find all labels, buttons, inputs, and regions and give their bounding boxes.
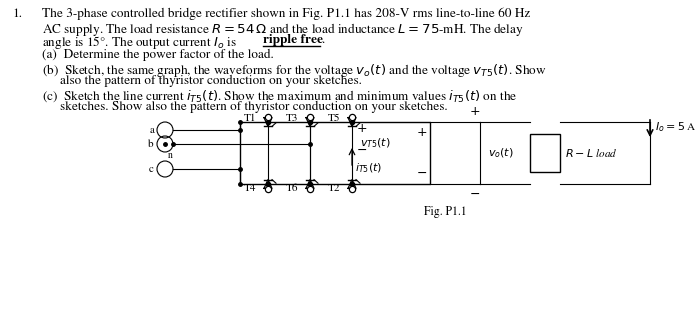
Text: +: + [416,126,427,139]
Text: T3: T3 [286,113,298,123]
Text: +: + [470,105,480,118]
Text: (b)  Sketch, the same graph, the waveforms for the voltage $v_o(t)$ and the volt: (b) Sketch, the same graph, the waveform… [42,62,547,79]
Text: −: − [470,188,480,201]
Text: $I_o = 5$ A: $I_o = 5$ A [655,120,696,134]
Text: c: c [149,164,154,174]
Text: $R-L$ load: $R-L$ load [565,147,617,159]
Text: T4: T4 [244,183,256,193]
Text: 1.: 1. [12,8,22,20]
Text: AC supply. The load resistance $R = 54\,\Omega$ and the load inductance $L = 75$: AC supply. The load resistance $R = 54\,… [42,21,524,38]
Text: .: . [321,34,324,46]
Text: ripple free: ripple free [263,34,323,46]
Text: −: − [357,144,368,157]
Text: $i_{T5}(t)$: $i_{T5}(t)$ [355,161,382,175]
Text: +: + [357,122,368,134]
Text: (c)  Sketch the line current $i_{T5}(t)$. Show the maximum and minimum values $i: (c) Sketch the line current $i_{T5}(t)$.… [42,88,517,104]
Text: $v_o(t)$: $v_o(t)$ [488,146,514,160]
Text: n: n [168,150,173,160]
Text: $v_{T5}(t)$: $v_{T5}(t)$ [360,136,391,149]
Text: sketches. Show also the pattern of thyristor conduction on your sketches.: sketches. Show also the pattern of thyri… [60,101,447,113]
Text: also the pattern of thyristor conduction on your sketches.: also the pattern of thyristor conduction… [60,75,362,87]
Text: T5: T5 [328,113,340,123]
Text: angle is 15°. The output current $I_o$ is: angle is 15°. The output current $I_o$ i… [42,34,237,51]
Bar [530,134,560,172]
Text: b: b [148,139,154,149]
Text: T6: T6 [286,183,298,193]
Text: T1: T1 [244,113,256,123]
Text: (a)  Determine the power factor of the load.: (a) Determine the power factor of the lo… [42,49,274,61]
Text: −: − [416,167,427,180]
Text: Fig. P1.1: Fig. P1.1 [424,206,466,218]
Text: a: a [149,125,154,135]
Text: The 3-phase controlled bridge rectifier shown in Fig. P1.1 has 208-V rms line-to: The 3-phase controlled bridge rectifier … [42,8,531,20]
Text: T2: T2 [328,183,340,193]
